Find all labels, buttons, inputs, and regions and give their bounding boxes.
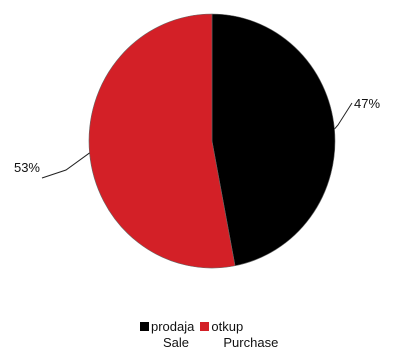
legend: prodaja Sale otkup Purchase: [140, 319, 278, 351]
legend-text-otkup: otkup Purchase: [211, 319, 278, 351]
leader-line-prodaja: [334, 102, 353, 130]
leader-lines-layer: [41, 102, 353, 179]
legend-swatch-otkup: [200, 322, 210, 331]
data-label-otkup: 53%: [14, 160, 40, 175]
data-label-prodaja: 47%: [354, 96, 380, 111]
legend-label-purchase: Purchase: [223, 335, 279, 350]
legend-item-prodaja: prodaja Sale: [140, 319, 194, 351]
legend-swatch-prodaja: [140, 322, 149, 331]
legend-label-sale: Sale: [163, 335, 190, 350]
legend-item-otkup: otkup Purchase: [200, 319, 278, 351]
data-labels-layer: 47% 53%: [14, 96, 380, 175]
legend-label-otkup: otkup: [211, 319, 244, 334]
legend-label-prodaja: prodaja: [151, 319, 195, 334]
slices-layer: [88, 13, 336, 269]
leader-line-otkup: [41, 152, 90, 179]
legend-text-prodaja: prodaja Sale: [151, 319, 194, 351]
pie-slice-prodaja: [211, 13, 336, 267]
